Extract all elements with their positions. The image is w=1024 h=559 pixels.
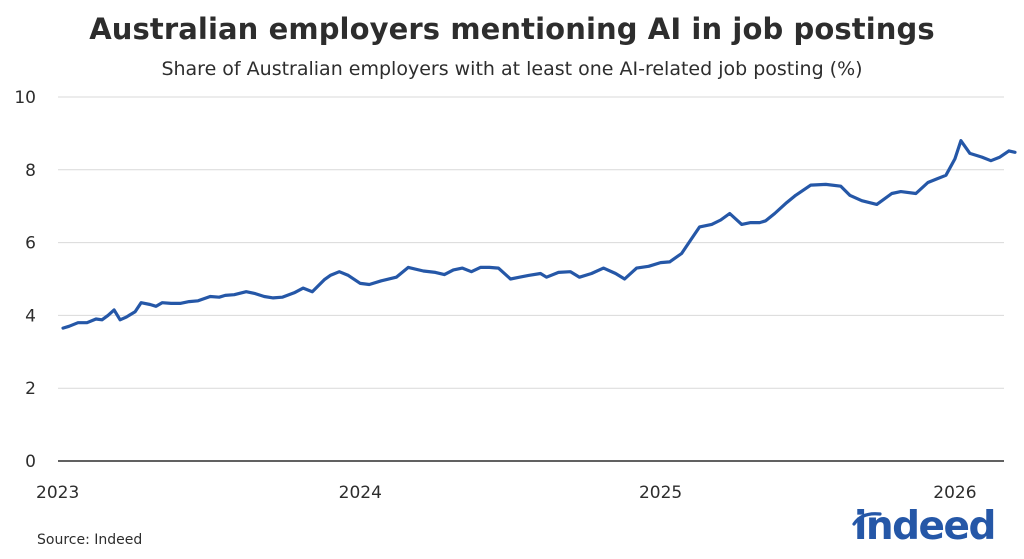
- x-tick-label: 2023: [36, 483, 79, 503]
- y-tick-label: 6: [25, 234, 36, 254]
- y-axis-ticks: 0 2 4 6 8 10: [14, 88, 36, 472]
- logo-wordmark: indeed: [854, 504, 996, 549]
- y-gridlines: [58, 96, 1004, 389]
- y-tick-label: 2: [25, 379, 36, 399]
- logo-arc-icon: [852, 512, 882, 526]
- chart-title: Australian employers mentioning AI in jo…: [89, 12, 935, 46]
- y-tick-label: 4: [25, 306, 36, 326]
- y-tick-label: 8: [25, 161, 36, 181]
- chart-subtitle: Share of Australian employers with at le…: [161, 58, 863, 80]
- x-tick-label: 2026: [933, 483, 976, 503]
- y-tick-label: 10: [14, 88, 36, 108]
- y-tick-label: 0: [25, 452, 36, 472]
- x-axis-ticks: 2023 2024 2025 2026: [36, 483, 977, 503]
- indeed-logo: indeed: [848, 504, 1008, 554]
- source-note: Source: Indeed: [37, 532, 143, 548]
- x-tick-label: 2024: [339, 483, 382, 503]
- series-line: [61, 139, 1017, 330]
- x-tick-label: 2025: [639, 483, 682, 503]
